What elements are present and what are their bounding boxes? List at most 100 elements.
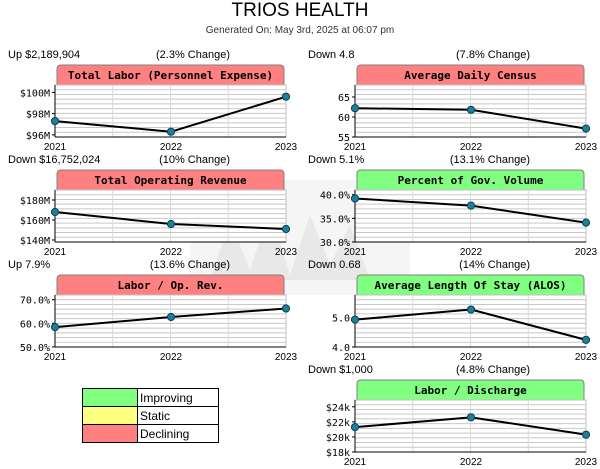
- y-tick-label: $22k: [326, 418, 350, 429]
- change-percent: (14% Change): [459, 259, 530, 271]
- title-bar: [56, 64, 285, 86]
- legend-swatch-declining: [82, 424, 138, 443]
- data-point: [466, 105, 476, 114]
- data-point: [166, 219, 176, 229]
- x-tick-label: 2022: [460, 457, 483, 468]
- y-tick-label: 4.0: [332, 343, 350, 354]
- title-bar: [356, 274, 585, 296]
- change-amount: Down 5.1%: [308, 154, 365, 166]
- generated-timestamp: Generated On: May 3rd, 2025 at 06:07 pm: [205, 25, 395, 36]
- data-point: [350, 423, 360, 432]
- report-title: TRIOS HEALTH: [231, 0, 369, 21]
- chart-title: Average Daily Census: [404, 69, 536, 82]
- y-tick-label: $140M: [20, 236, 50, 247]
- y-tick-label: $18k: [326, 448, 350, 459]
- x-tick-label: 2021: [44, 142, 67, 153]
- data-point: [350, 104, 360, 113]
- y-tick-label: 30.0%: [320, 238, 350, 249]
- x-tick-label: 2023: [575, 457, 598, 468]
- x-tick-label: 2022: [160, 247, 183, 258]
- chart-svg: Average Length Of Stay (ALOS) 4.0 5.0 2021 2…: [332, 274, 598, 363]
- chart-title: Total Labor (Personnel Expense): [68, 69, 273, 82]
- y-tick-label: $100M: [20, 88, 50, 99]
- y-tick-label: 60: [338, 113, 350, 124]
- change-amount: Up 7.9%: [8, 259, 51, 271]
- x-tick-label: 2022: [460, 247, 483, 258]
- data-point: [581, 335, 591, 344]
- legend-label: Declining: [137, 424, 219, 443]
- chart-title: Labor / Op. Rev.: [118, 279, 224, 292]
- change-amount: Up $2,189,904: [8, 49, 81, 61]
- y-tick-label: 35.0%: [320, 214, 350, 225]
- legend-swatch-static: [82, 406, 138, 425]
- data-point: [50, 116, 60, 126]
- chart-svg: Total Labor (Personnel Expense) $96M $98M $…: [20, 64, 298, 153]
- data-point: [281, 92, 291, 101]
- title-bar: [356, 379, 585, 401]
- y-tick-label: 60.0%: [20, 319, 50, 330]
- chart-title: Labor / Discharge: [414, 384, 527, 397]
- legend-label: Static: [137, 406, 219, 425]
- legend-row-improving: Improving: [82, 388, 219, 407]
- x-tick-label: 2023: [575, 352, 598, 363]
- data-point: [50, 207, 60, 217]
- x-tick-label: 2021: [344, 247, 367, 258]
- y-tick-label: $98M: [26, 110, 50, 121]
- status-legend: Improving Static Declining: [82, 388, 219, 443]
- x-tick-label: 2023: [275, 247, 298, 258]
- y-tick-label: 5.0: [332, 313, 350, 324]
- chart-average-length-of-stay: Average Length Of Stay (ALOS) 4.0 5.0 2021 2…: [300, 259, 598, 363]
- y-tick-label: 65: [338, 93, 350, 104]
- chart-labor-per-discharge: Labor / Discharge $18k $20k $22k $24k 2021 202…: [300, 364, 598, 468]
- x-tick-label: 2022: [160, 142, 183, 153]
- change-percent: (7.8% Change): [456, 49, 530, 61]
- legend-label: Improving: [137, 388, 219, 407]
- x-tick-label: 2023: [275, 352, 298, 363]
- x-tick-label: 2022: [160, 352, 183, 363]
- chart-svg: Average Daily Census 55 60 65 2021 2022 2023: [338, 64, 598, 153]
- chart-average-daily-census: Average Daily Census 55 60 65 2021 2022 2023 D…: [300, 49, 598, 153]
- y-tick-label: 55: [338, 133, 350, 144]
- legend-row-static: Static: [82, 406, 219, 425]
- y-tick-label: $24k: [326, 403, 350, 414]
- title-bar: [356, 169, 585, 191]
- data-point: [350, 194, 360, 203]
- change-amount: Down 4.8: [308, 49, 355, 61]
- legend-row-declining: Declining: [82, 424, 219, 443]
- legend-swatch-improving: [82, 388, 138, 407]
- x-tick-label: 2021: [44, 352, 67, 363]
- chart-svg: Labor / Discharge $18k $20k $22k $24k 2021 202…: [326, 379, 598, 468]
- data-point: [581, 430, 591, 439]
- change-percent: (4.8% Change): [456, 364, 530, 376]
- x-tick-label: 2022: [460, 352, 483, 363]
- change-percent: (13.6% Change): [149, 259, 230, 271]
- chart-svg: Percent of Gov. Volume 30.0% 35.0% 40.0% 202…: [320, 169, 598, 258]
- data-point: [50, 323, 60, 332]
- y-tick-label: $20k: [326, 433, 350, 444]
- chart-title: Percent of Gov. Volume: [398, 174, 544, 187]
- chart-svg: Total Operating Revenue $140M $160M $180M 20…: [20, 169, 298, 258]
- data-point: [281, 304, 291, 313]
- x-tick-label: 2023: [275, 142, 298, 153]
- data-point: [466, 305, 476, 314]
- data-point: [166, 127, 176, 136]
- change-amount: Down 0.68: [308, 259, 361, 271]
- x-tick-label: 2022: [460, 142, 483, 153]
- chart-svg: Labor / Op. Rev. 50.0% 60.0% 70.0% 2021 2022 2…: [20, 274, 298, 363]
- x-tick-label: 2021: [344, 352, 367, 363]
- title-bar: [356, 64, 585, 86]
- data-point: [581, 124, 591, 133]
- x-tick-label: 2021: [44, 247, 67, 258]
- chart-title: Total Operating Revenue: [94, 174, 247, 187]
- change-amount: Down $1,000: [308, 364, 373, 376]
- chart-total-labor: Total Labor (Personnel Expense) $96M $98M $…: [0, 49, 298, 153]
- chart-title: Average Length Of Stay (ALOS): [374, 279, 566, 292]
- change-amount: Down $16,752,024: [8, 154, 101, 166]
- chart-percent-gov-volume: Percent of Gov. Volume 30.0% 35.0% 40.0% 202…: [300, 154, 598, 258]
- data-point: [166, 312, 176, 322]
- y-tick-label: 70.0%: [20, 296, 50, 307]
- change-percent: (13.1% Change): [449, 154, 530, 166]
- data-point: [581, 218, 591, 227]
- y-tick-label: 50.0%: [20, 343, 50, 354]
- x-tick-label: 2023: [575, 247, 598, 258]
